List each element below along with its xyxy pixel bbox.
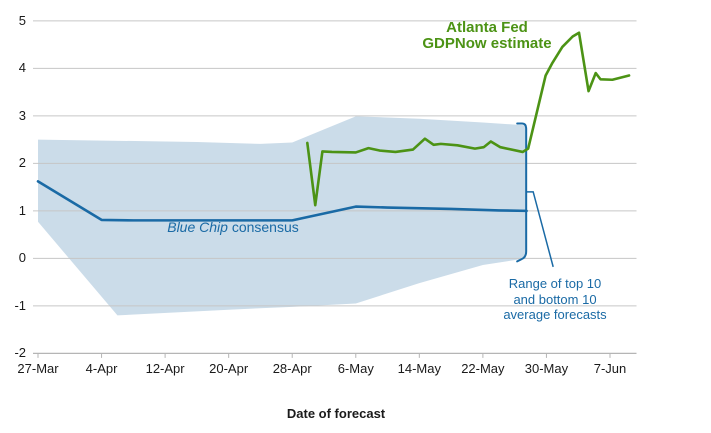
y-tick-label--2: -2 <box>14 345 26 361</box>
gdpnow-line <box>306 31 631 207</box>
x-tick-label-27-Mar: 27-Mar <box>17 361 59 376</box>
gdpnow-series-label-line1: Atlanta Fed <box>446 19 528 36</box>
y-tick-label-3: 3 <box>18 107 26 123</box>
x-tick-label-7-Jun: 7-Jun <box>593 361 627 376</box>
blue-chip-label-regular: consensus <box>227 219 299 235</box>
x-tick-label-14-May: 14-May <box>397 361 441 376</box>
forecast-range-band <box>38 116 526 316</box>
annotation-leader-line <box>526 191 554 268</box>
x-tick-label-28-Apr: 28-Apr <box>272 361 312 376</box>
x-axis-title: Date of forecast <box>286 406 386 421</box>
gdpnow-series-label: Atlanta Fed GDPNow estimate <box>377 20 597 52</box>
y-tick-label-0: 0 <box>18 250 26 266</box>
blue-chip-label-italic: Blue Chip <box>167 219 228 235</box>
range-annotation-label: Range of top 10 and bottom 10 average fo… <box>470 276 640 323</box>
blue-chip-series-label: Blue Chip consensus <box>133 219 333 235</box>
x-tick-label-6-May: 6-May <box>337 361 374 376</box>
range-annotation-line2: and bottom 10 <box>513 291 597 307</box>
y-tick-label-5: 5 <box>18 12 26 28</box>
y-tick-label-2: 2 <box>18 155 26 171</box>
y-tick-label--1: -1 <box>14 297 26 313</box>
x-tick-label-30-May: 30-May <box>524 361 569 376</box>
range-annotation-line3: average forecasts <box>503 307 607 322</box>
x-tick-label-20-Apr: 20-Apr <box>209 361 249 376</box>
y-tick-label-4: 4 <box>18 60 26 76</box>
range-bracket <box>516 122 528 263</box>
x-tick-label-22-May: 22-May <box>461 361 505 376</box>
y-tick-label-1: 1 <box>18 202 26 218</box>
gdpnow-series-label-line2: GDPNow estimate <box>422 35 552 52</box>
blue-chip-line <box>36 180 528 222</box>
range-annotation-line1: Range of top 10 <box>508 276 602 291</box>
x-tick-label-4-Apr: 4-Apr <box>85 361 118 376</box>
x-tick-label-12-Apr: 12-Apr <box>145 361 185 376</box>
